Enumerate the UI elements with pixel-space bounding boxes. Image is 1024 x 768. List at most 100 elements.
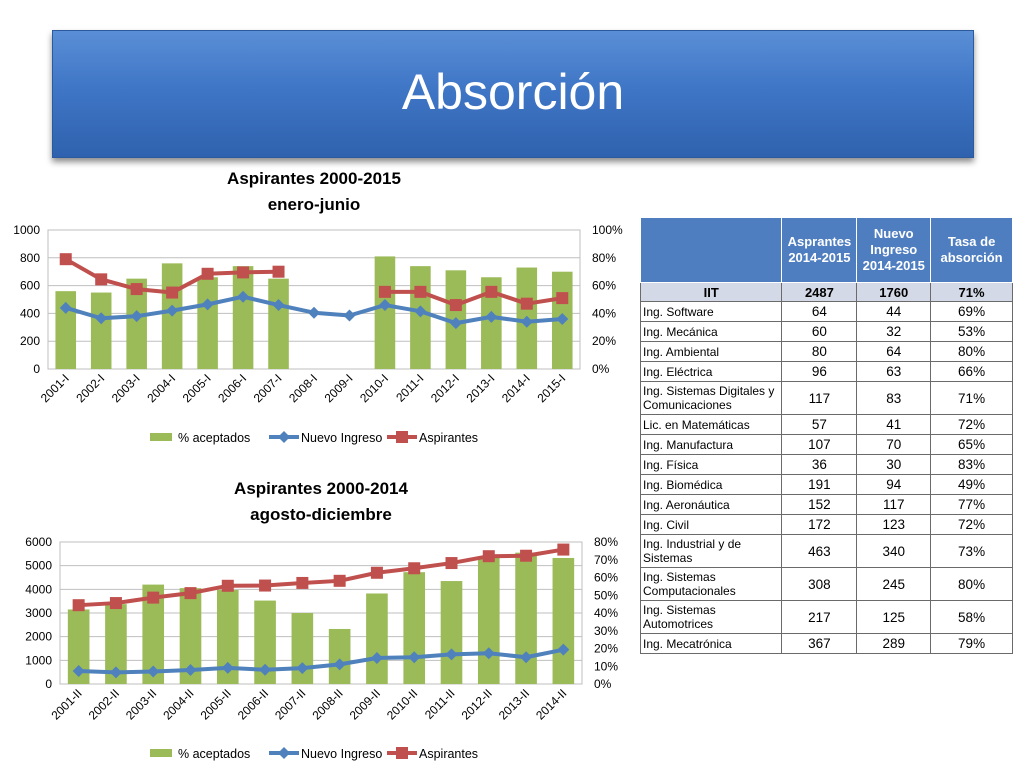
bar [142,584,165,684]
table-cell: 60 [781,321,858,342]
table-row: Ing. Sistemas Digitales y Comunicaciones… [639,381,1013,415]
data-point [408,562,421,575]
data-point [556,312,569,325]
series-line [78,647,564,675]
table-cell: 83% [930,454,1013,475]
table-row: Ing. Mecatrónica 367 289 79% [639,633,1013,654]
x-tick-label: 2009-II [347,686,383,722]
table-row-label: Lic. en Matemáticas [639,414,783,435]
data-point [445,648,458,661]
bar [268,278,289,369]
table-cell: 53% [930,321,1013,342]
table-cell: 172 [781,514,858,535]
y-left-tick-label: 4000 [25,582,52,596]
y-left-tick-label: 0 [33,362,40,376]
table-cell: 79% [930,633,1013,654]
legend-label: Aspirantes [419,431,478,445]
bar [410,266,431,369]
data-point [59,301,72,314]
table-row-label: Ing. Sistemas Digitales y Comunicaciones [639,381,783,415]
legend-marker [396,747,408,759]
absorcion-table: Asprantes 2014-2015 Nuevo Ingreso 2014-2… [639,217,1013,654]
x-tick-label: 2003-I [109,371,143,405]
table-row: Ing. Eléctrica 96 63 66% [639,361,1013,382]
x-tick-label: 2013-II [496,686,532,722]
table-row: Ing. Software 64 44 69% [639,301,1013,322]
y-right-tick-label: 60% [594,571,618,585]
table-cell: 152 [781,494,858,515]
table-cell: 94 [856,474,932,495]
data-point [201,267,214,280]
x-tick-label: 2008-II [309,686,345,722]
x-tick-label: 2015-I [534,371,568,405]
x-tick-label: 2007-I [251,371,285,405]
table-cell: 36 [781,454,858,475]
data-point [237,290,250,303]
data-point [221,661,234,674]
y-left-tick-label: 1000 [25,653,52,667]
x-tick-label: 2004-I [144,371,178,405]
bar [328,628,351,684]
data-point [557,543,570,556]
y-right-tick-label: 0% [594,677,612,691]
data-point [333,574,346,587]
legend-label: Nuevo Ingreso [301,747,382,761]
bar [216,589,239,684]
data-point [259,663,272,676]
table-cell: 30 [856,454,932,475]
data-point [520,315,533,328]
table-header-nuevo-ingreso: Nuevo Ingreso 2014-2015 [856,217,932,283]
data-point [166,304,179,317]
data-point [147,591,160,604]
table-cell: 64 [856,341,932,362]
x-tick-label: 2011-I [393,371,426,404]
y-right-tick-label: 40% [594,606,618,620]
data-point [556,292,569,305]
data-point [333,658,346,671]
table-cell: 80 [781,341,858,362]
page-title: Absorción [401,64,625,120]
data-point [378,299,391,312]
chart-title-line: Aspirantes 2000-2014 [234,479,408,498]
chart-enero-junio: Aspirantes 2000-2015 enero-junio 0 200 400 60… [13,169,623,445]
y-left-tick-label: 3000 [25,606,52,620]
data-point [221,579,234,592]
y-left-tick-label: 400 [20,306,40,320]
data-point [485,285,498,298]
data-point [520,549,533,562]
y-right-tick-label: 60% [592,279,616,293]
table-row: Lic. en Matemáticas 57 41 72% [639,414,1013,435]
x-tick-label: 2014-I [499,371,533,405]
bar [403,572,426,684]
legend-label: Nuevo Ingreso [301,431,382,445]
table-cell: 340 [856,534,932,568]
table-cell: 123 [856,514,932,535]
table-cell: 64 [781,301,858,322]
y-left-tick-label: 200 [20,334,40,348]
table-cell: 41 [856,414,932,435]
table-cell: 77% [930,494,1013,515]
table-cell: 80% [930,341,1013,362]
x-tick-label: 2010-I [357,371,391,405]
x-tick-label: 2014-II [533,686,569,722]
x-tick-label: 2006-II [235,686,271,722]
table-row: Ing. Biomédica 191 94 49% [639,474,1013,495]
table-row-label: Ing. Sistemas Computacionales [639,567,783,601]
legend-label: % aceptados [178,431,250,445]
table-cell: 63 [856,361,932,382]
table-header-tasa: Tasa de absorción [930,217,1013,283]
x-tick-label: 2012-I [428,371,462,405]
legend-swatch [150,749,172,757]
data-point [414,305,427,318]
data-point [557,643,570,656]
table-cell: 80% [930,567,1013,601]
data-point [109,597,122,610]
bar [481,277,502,369]
y-right-tick-label: 20% [592,334,616,348]
series-line [78,547,564,608]
table-row-label: Ing. Mecatrónica [639,633,783,654]
y-right-tick-label: 80% [592,251,616,265]
table-cell: 463 [781,534,858,568]
legend-label: % aceptados [178,747,250,761]
table-cell: 289 [856,633,932,654]
